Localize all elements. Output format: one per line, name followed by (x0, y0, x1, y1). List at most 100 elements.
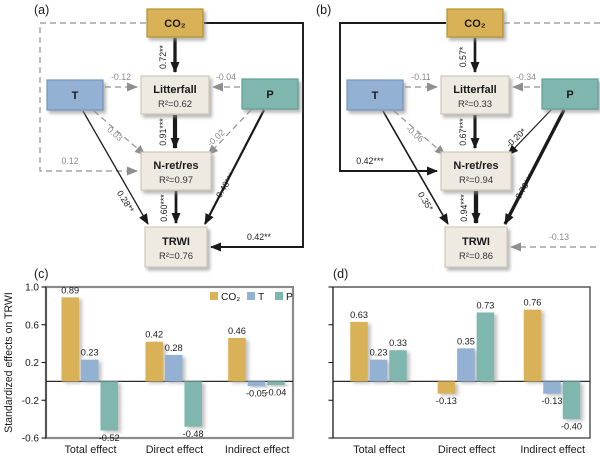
sem-coef-t-nret: 0.03 (105, 124, 125, 143)
sem-node-r2-litterfall: R²=0.33 (458, 99, 492, 110)
sem-node-p (541, 78, 599, 110)
bar-value-label: -0.13 (436, 396, 457, 406)
category-label-0: Total effect (64, 444, 116, 456)
sem-coef-co2-trwi: 0.42** (247, 232, 272, 242)
sem-node-r2-nret: R²=0.94 (459, 175, 493, 186)
sem-node-p (241, 78, 299, 110)
bar-value-label: 0.89 (61, 285, 79, 295)
sem-path-t-trwi (82, 110, 149, 225)
sem-path-p-nret (507, 109, 552, 156)
sem-path-co2-nret (339, 22, 446, 176)
panel-label-a: (a) (34, 3, 49, 17)
sem-node-litterfall (440, 75, 510, 115)
legend-label-T: T (258, 292, 264, 303)
bar-value-label: 0.33 (389, 338, 407, 348)
legend-label-CO₂: CO₂ (221, 292, 240, 303)
sem-coef-co2-litterfall: 0.72** (158, 44, 168, 69)
bar-value-label: -0.40 (561, 422, 582, 432)
sem-node-nret (140, 151, 212, 191)
sem-coef-co2-nret: 0.42*** (356, 156, 384, 166)
bar-CO₂-1 (437, 381, 456, 394)
sem-coef-co2-trwi: -0.13 (549, 232, 569, 242)
sem-node-label-co2: CO₂ (164, 18, 186, 30)
sem-coef-litterfall-nret: 0.67*** (458, 118, 468, 146)
y-tick-label: -0.6 (22, 434, 40, 445)
bar-T-0 (369, 359, 388, 382)
sem-node-label-t: T (72, 90, 79, 102)
sem-node-label-litterfall: Litterfall (453, 84, 496, 96)
sem-node-r2-nret: R²=0.97 (159, 175, 193, 186)
sem-node-label-co2: CO₂ (464, 18, 486, 30)
sem-coef-p-nret: -0.02 (205, 127, 227, 148)
sem-node-label-t: T (372, 90, 379, 102)
sem-coef-t-nret: -0.06 (404, 123, 426, 144)
bar-T-0 (80, 359, 99, 382)
legend-label-P: P (286, 292, 293, 303)
bar-T-2 (543, 381, 561, 394)
bar-P-0 (100, 381, 118, 431)
sem-node-t (346, 79, 404, 111)
sem-coef-nret-trwi: 0.94*** (459, 194, 469, 222)
sem-coef-p-litterfall: -0.34 (516, 72, 536, 82)
sem-node-r2-trwi: R²=0.86 (459, 251, 493, 262)
panel-label-b: (b) (316, 3, 331, 17)
category-label-2: Indirect effect (520, 444, 585, 456)
sem-node-label-p: P (566, 89, 573, 101)
bar-value-label: 0.28 (165, 343, 183, 353)
legend-swatch-T (247, 292, 255, 300)
sem-node-co2 (446, 8, 504, 38)
category-label-1: Direct effect (438, 444, 495, 456)
sem-node-trwi (144, 226, 208, 268)
sem-node-label-litterfall: Litterfall (153, 84, 196, 96)
sem-node-trwi (444, 226, 508, 268)
sem-path-t-trwi (382, 110, 449, 225)
sem-path-t-nret (93, 110, 146, 156)
sem-path-co2-nret (39, 22, 146, 176)
sem-node-label-p: P (266, 89, 273, 101)
sem-node-t (46, 79, 104, 111)
bar-value-label: 0.23 (81, 348, 99, 358)
sem-coef-co2-nret: 0.12 (61, 156, 78, 166)
sem-coef-p-litterfall: -0.04 (216, 72, 236, 82)
sem-coef-p-trwi: 0.73*** (513, 172, 536, 201)
bar-CO₂-0 (350, 321, 368, 382)
sem-node-label-nret: N-ret/res (153, 160, 198, 172)
category-label-2: Indirect effect (225, 444, 290, 456)
bar-value-label: 0.35 (457, 336, 475, 346)
sem-path-p-trwi (204, 109, 265, 225)
y-tick-label: 0.6 (25, 320, 39, 331)
sem-node-nret (440, 151, 512, 191)
bar-CO₂-2 (228, 337, 246, 382)
sem-path-co2-trwi (204, 22, 304, 252)
bar-T-2 (247, 381, 266, 387)
y-tick-label: 1.0 (25, 283, 39, 294)
panel-label-c: (c) (34, 267, 49, 281)
bar-value-label: 0.73 (476, 300, 494, 310)
bar-value-label: 0.42 (145, 330, 163, 340)
y-tick-label: 0.2 (25, 358, 39, 369)
bar-value-label: -0.48 (183, 429, 204, 439)
sem-node-label-trwi: TRWI (462, 236, 490, 248)
category-label-1: Direct effect (146, 444, 203, 456)
bar-value-label: -0.04 (265, 388, 286, 398)
panel-label-d: (d) (333, 267, 348, 281)
sem-panel-a: (a) CO₂ T P Litterfall R²=0.62 N-ret/res R²=0.9… (34, 3, 304, 268)
bar-T-1 (164, 354, 183, 382)
sem-coef-t-litterfall: -0.11 (411, 72, 431, 82)
legend-swatch-CO₂ (210, 292, 218, 300)
sem-coef-t-trwi: 0.28** (115, 189, 136, 215)
sem-node-label-trwi: TRWI (162, 236, 190, 248)
sem-coef-nret-trwi: 0.60*** (159, 194, 169, 222)
sem-coef-t-litterfall: -0.12 (111, 72, 131, 82)
sem-node-r2-litterfall: R²=0.62 (158, 99, 192, 110)
sem-coef-t-trwi: 0.35* (416, 190, 436, 213)
sem-coef-litterfall-nret: 0.91*** (158, 118, 168, 146)
sem-coef-p-trwi: -0.48*** (212, 170, 236, 202)
sem-node-co2 (146, 8, 204, 38)
bar-P-1 (184, 381, 202, 427)
bar-T-1 (457, 348, 475, 382)
sem-path-p-nret (207, 109, 252, 156)
y-tick-label: -0.2 (22, 396, 40, 407)
